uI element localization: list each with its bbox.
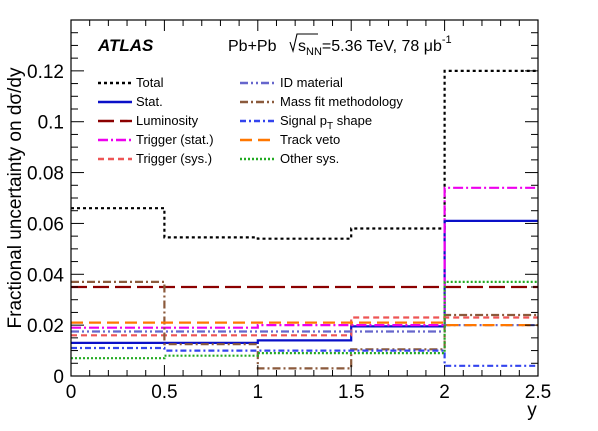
x-tick-label: 2 [439,382,450,403]
x-axis-label: y [527,400,537,421]
legend-label-2: Luminosity [136,113,199,128]
svg-text:Pb+Pb: Pb+Pb [228,38,277,55]
energy-value: =5.36 TeV, 78 μb [322,38,442,55]
series-line-9 [71,280,538,360]
y-tick-label: 0.04 [27,265,64,286]
series-line-8 [71,321,538,327]
plot-frame [70,19,539,377]
legend-label-6: Mass fit methodology [280,94,403,109]
x-tick-label: 1.5 [338,382,364,403]
axis-ticks: 0 0.5 1 1.5 2 2.5 0 0.02 0.04 0.06 0.08 0.1 0.12 [27,19,551,403]
series-line-6 [71,280,538,370]
x-tick-label: 0.5 [151,382,177,403]
y-tick-label: 0.06 [27,214,64,235]
x-tick-label: 0 [66,382,77,403]
legend-label-3: Trigger (stat.) [136,132,214,147]
series-line-0 [71,69,538,240]
energy-subscript: NN [306,46,322,58]
svg-text:sNN=5.36 TeV, 78 μb-1: sNN=5.36 TeV, 78 μb-1 [298,34,452,58]
y-tick-label: 0.02 [27,316,64,337]
energy-symbol: s [298,38,306,55]
collision-system: Pb+Pb [228,38,277,55]
legend-label-7: Signal pT shape [280,113,372,132]
legend-label-8: Track veto [280,132,340,147]
legend-label-5: ID material [280,75,343,90]
legend-label-1: Stat. [136,94,163,109]
x-tick-label: 2.5 [525,382,551,403]
y-tick-label: 0.1 [38,113,64,134]
y-axis-label: Fractional uncertainty on dσ/dy [5,67,26,328]
series-line-4 [71,316,538,337]
y-tick-label: 0 [53,367,64,388]
lumi-superscript: -1 [442,34,452,46]
collision-info: Pb+Pb sNN=5.36 TeV, 78 μb-1 [228,33,452,58]
legend-label-9: Other sys. [280,151,339,166]
x-tick-label: 1 [253,382,264,403]
legend: Total Stat. Luminosity Trigger (stat.) Trigg… [98,75,403,166]
series-line-3 [71,186,538,329]
atlas-label: ATLAS [97,36,154,55]
legend-label-4: Trigger (sys.) [136,151,212,166]
series-line-7 [71,346,538,367]
legend-label-0: Total [136,75,164,90]
y-tick-label: 0.12 [27,62,64,83]
y-tick-label: 0.08 [27,164,64,185]
series-lines [71,69,538,370]
sqrt-symbol [289,33,318,54]
